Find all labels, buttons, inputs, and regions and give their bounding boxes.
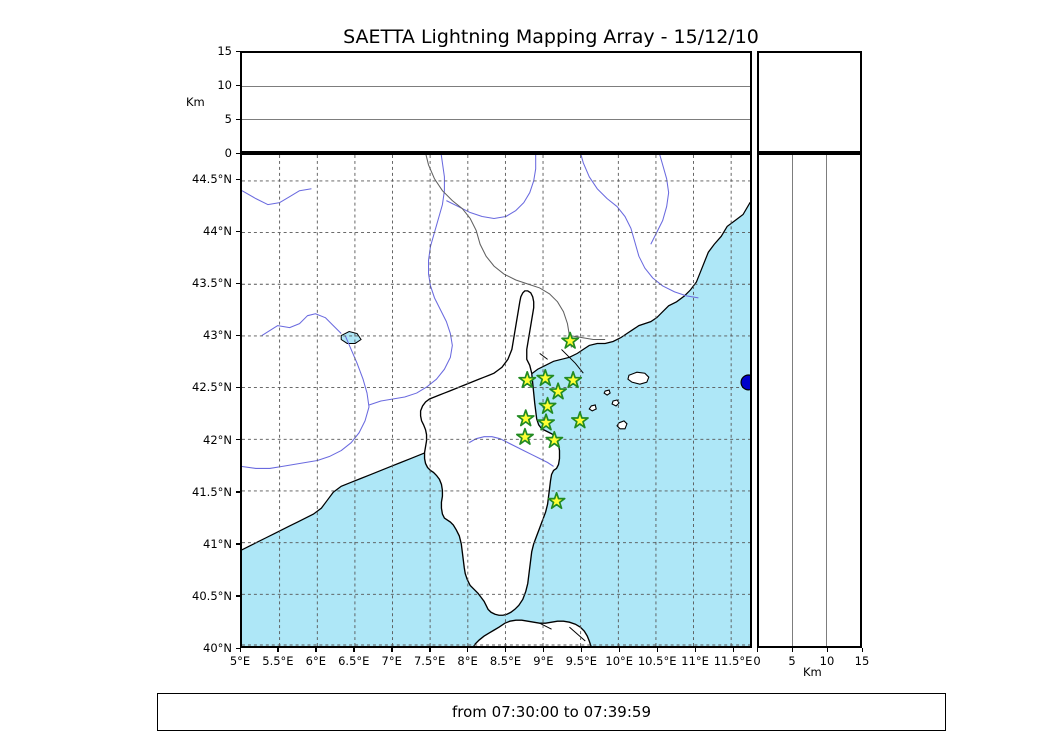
tickmark-latitude bbox=[236, 282, 240, 285]
coast-detail-gulf bbox=[340, 331, 362, 344]
altitude-longitude-panel bbox=[240, 51, 752, 153]
tickmark-km bbox=[791, 648, 793, 652]
tickmark-longitude bbox=[732, 648, 734, 652]
tickmark-altitude bbox=[236, 152, 240, 154]
tick-label-longitude: 9°E bbox=[533, 654, 554, 668]
tickmark-longitude bbox=[277, 648, 279, 652]
tickmark-km bbox=[756, 648, 758, 652]
corsica-landmass bbox=[419, 290, 561, 616]
tickmark-longitude bbox=[618, 648, 621, 652]
rivers-mainland bbox=[242, 155, 699, 469]
tickmark-latitude bbox=[236, 595, 240, 597]
gridline-5km-vertical bbox=[792, 155, 793, 646]
reference-marker-dot bbox=[740, 374, 750, 391]
tick-label-latitude: 43°N bbox=[203, 328, 232, 343]
tick-label-longitude: 6.5°E bbox=[338, 654, 370, 668]
tick-label-longitude: 5.5°E bbox=[262, 654, 294, 668]
tickmark-km bbox=[861, 648, 863, 652]
tick-label-longitude: 11°E bbox=[681, 654, 709, 668]
gridline-10km-vertical bbox=[826, 155, 827, 646]
time-window-text: from 07:30:00 to 07:39:59 bbox=[451, 703, 651, 721]
gridline-10km bbox=[242, 86, 750, 87]
tick-label-km: 10 bbox=[819, 654, 835, 668]
map-panel[interactable] bbox=[240, 153, 752, 648]
tick-label-latitude: 41.5°N bbox=[192, 484, 232, 499]
tickmark-longitude bbox=[429, 648, 431, 652]
tickmark-latitude bbox=[236, 543, 240, 545]
corner-panel bbox=[757, 51, 862, 153]
tick-label-latitude: 44.5°N bbox=[192, 172, 232, 187]
tick-label-longitude: 8°E bbox=[457, 654, 478, 668]
tick-label-longitude: 8.5°E bbox=[489, 654, 522, 668]
tick-label-latitude: 40°N bbox=[203, 641, 232, 655]
tick-label-altitude: 10 bbox=[217, 78, 232, 92]
tick-label-latitude: 44°N bbox=[203, 224, 232, 239]
tickmark-longitude bbox=[391, 648, 393, 652]
tick-label-km: 0 bbox=[753, 654, 761, 668]
tick-label-latitude: 42°N bbox=[203, 432, 232, 447]
rivers-corsica bbox=[468, 436, 554, 467]
tick-label-km: 5 bbox=[788, 654, 796, 668]
tickmark-longitude bbox=[467, 648, 469, 652]
tick-label-longitude: 7°E bbox=[381, 654, 402, 668]
tickmark-latitude bbox=[236, 178, 240, 180]
tickmark-latitude bbox=[236, 230, 240, 233]
tickmark-longitude bbox=[315, 648, 317, 652]
gridline-5km bbox=[242, 119, 750, 120]
tickmark-latitude bbox=[236, 439, 240, 441]
tick-label-longitude: 11.5°E bbox=[713, 654, 753, 668]
axis-label-km-left: Km bbox=[186, 95, 205, 109]
axis-label-km-right: Km bbox=[803, 665, 822, 679]
tickmark-longitude bbox=[504, 648, 507, 652]
tickmark-latitude bbox=[236, 334, 240, 337]
tyrrhenian-islands bbox=[588, 371, 650, 430]
map-gridlines bbox=[242, 155, 750, 646]
tick-label-latitude: 43.5°N bbox=[192, 276, 232, 291]
tick-label-longitude: 9.5°E bbox=[565, 654, 597, 668]
tickmark-longitude bbox=[580, 648, 583, 652]
tick-label-longitude: 10°E bbox=[605, 654, 634, 668]
tickmark-altitude bbox=[236, 84, 240, 86]
tick-label-longitude: 10.5°E bbox=[637, 654, 677, 668]
map-graphic bbox=[242, 155, 750, 646]
tick-label-latitude: 41°N bbox=[203, 536, 232, 551]
tick-label-longitude: 6°E bbox=[305, 654, 327, 668]
tick-label-km: 15 bbox=[854, 654, 870, 668]
tickmark-longitude bbox=[656, 648, 659, 652]
tick-label-latitude: 42.5°N bbox=[192, 380, 232, 395]
tickmark-latitude bbox=[236, 647, 240, 649]
time-window-bar: from 07:30:00 to 07:39:59 bbox=[157, 693, 946, 731]
tickmark-latitude bbox=[236, 386, 240, 389]
tick-label-altitude: 5 bbox=[224, 112, 232, 126]
tickmark-longitude bbox=[239, 648, 241, 652]
tick-label-altitude: 0 bbox=[224, 146, 232, 160]
altitude-latitude-panel bbox=[757, 153, 862, 648]
tickmark-altitude bbox=[236, 118, 240, 120]
page-title: SAETTA Lightning Mapping Array - 15/12/1… bbox=[343, 26, 759, 48]
tick-label-altitude: 15 bbox=[217, 44, 232, 58]
tickmark-altitude bbox=[236, 50, 240, 52]
tickmark-latitude bbox=[236, 491, 240, 493]
tick-label-latitude: 40.5°N bbox=[192, 588, 232, 603]
tickmark-longitude bbox=[694, 648, 696, 652]
admin-borders bbox=[425, 155, 606, 348]
tick-label-longitude: 5°E bbox=[229, 654, 251, 668]
tickmark-km bbox=[826, 648, 828, 652]
tickmark-longitude bbox=[542, 648, 545, 652]
tickmark-longitude bbox=[353, 648, 355, 652]
reference-marker-layer bbox=[740, 374, 750, 391]
tick-label-longitude: 7.5°E bbox=[413, 654, 446, 668]
